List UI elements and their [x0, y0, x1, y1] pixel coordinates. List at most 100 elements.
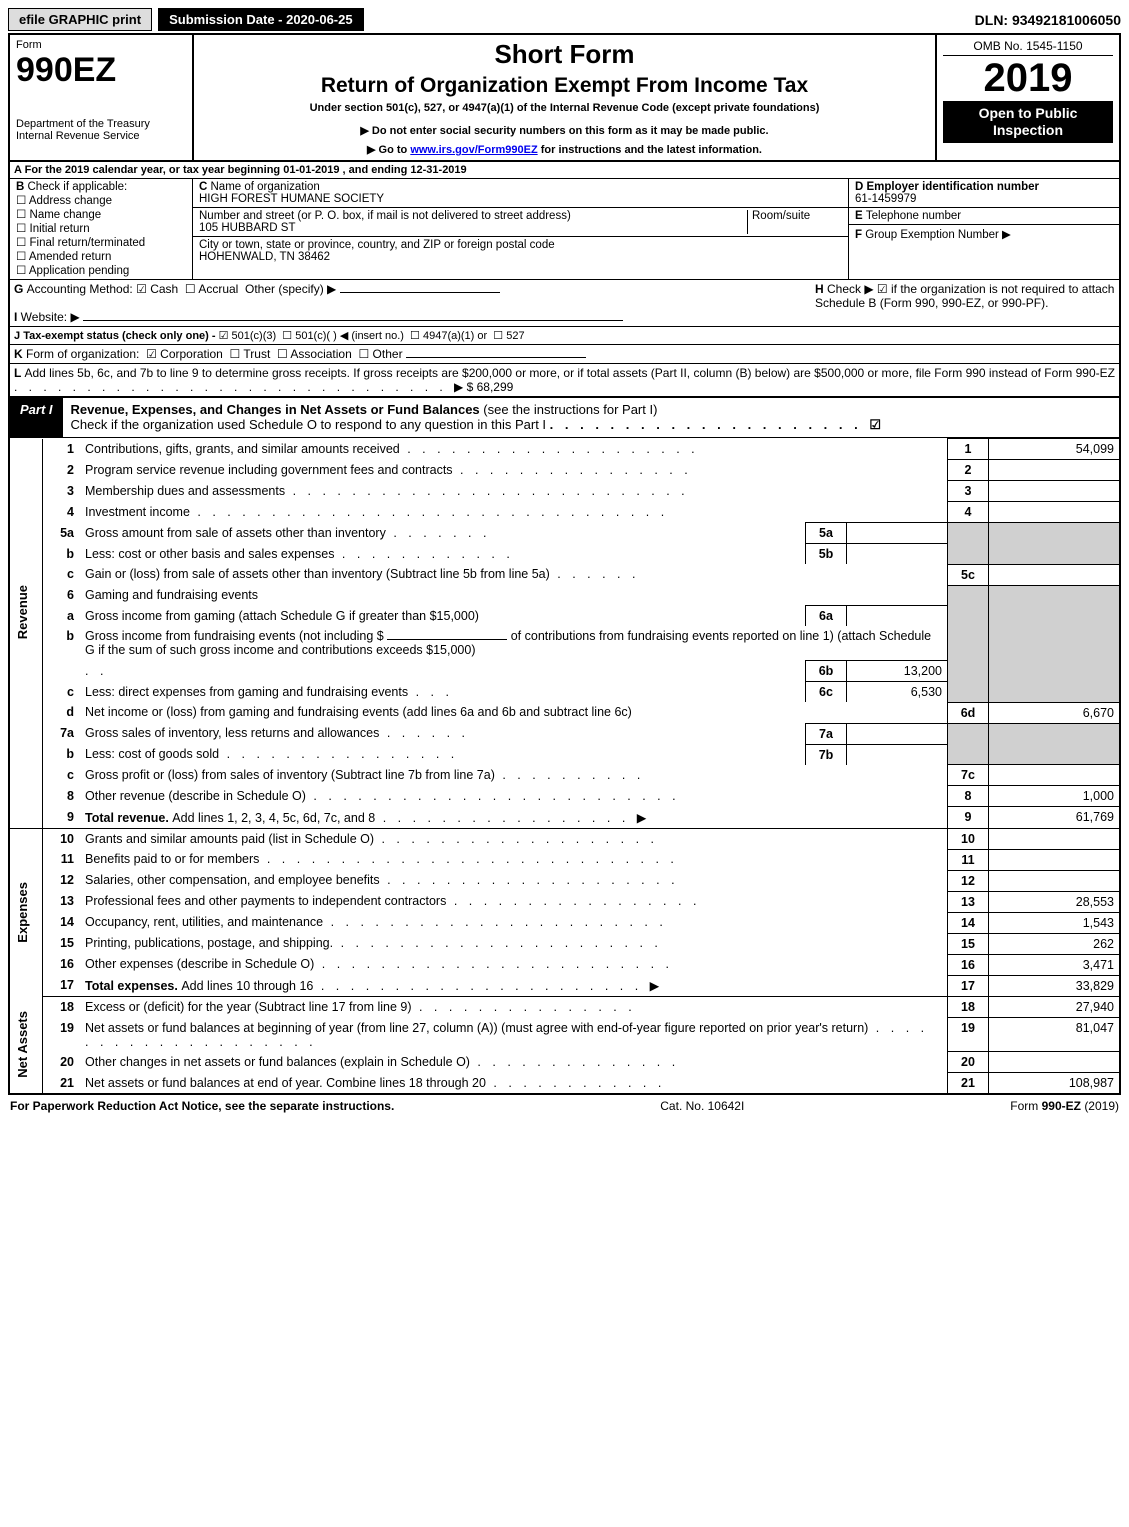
footer-left: For Paperwork Reduction Act Notice, see …	[10, 1099, 394, 1113]
d-2: Program service revenue including govern…	[85, 463, 453, 477]
v-7c	[989, 765, 1120, 786]
dots-part1: . . . . . . . . . . . . . . . . . . . . …	[550, 417, 870, 432]
arrow-icon: ▶	[367, 144, 379, 156]
subtitle-under: Under section 501(c), 527, or 4947(a)(1)…	[200, 102, 929, 114]
mv-7a	[847, 723, 948, 744]
form-number: 990EZ	[16, 51, 186, 90]
d-12: Salaries, other compensation, and employ…	[85, 873, 380, 887]
row-5a: 5aGross amount from sale of assets other…	[10, 523, 1119, 544]
v-1: 54,099	[989, 439, 1120, 460]
goto-pre: Go to	[379, 144, 411, 156]
v-11	[989, 849, 1120, 870]
row-7b: bLess: cost of goods sold . . . . . . . …	[10, 744, 1119, 765]
row-6b-val: . .6b13,200	[10, 661, 1119, 682]
l-text: Add lines 5b, 6c, and 7b to line 9 to de…	[24, 366, 1115, 380]
header-right: OMB No. 1545-1150 2019 Open to Public In…	[935, 35, 1119, 160]
check-trust[interactable]: Trust	[230, 347, 271, 361]
mv-6a	[847, 606, 948, 627]
row-6b: bGross income from fundraising events (n…	[10, 626, 1119, 661]
line-j: J Tax-exempt status (check only one) - 5…	[10, 327, 1119, 345]
c-name-label: Name of organization	[211, 181, 320, 193]
street-row: Number and street (or P. O. box, if mail…	[193, 208, 848, 237]
row-5b: bLess: cost or other basis and sales exp…	[10, 544, 1119, 565]
g-label: Accounting Method:	[27, 282, 133, 296]
phone-row: E Telephone number	[849, 208, 1119, 225]
mv-6b: 13,200	[847, 661, 948, 682]
check-501c[interactable]: 501(c)( ) ◀ (insert no.)	[282, 330, 404, 342]
v-5c	[989, 564, 1120, 585]
d-5a: Gross amount from sale of assets other t…	[85, 526, 386, 540]
org-name-row: C Name of organization HIGH FOREST HUMAN…	[193, 179, 848, 208]
part1-title-text: Revenue, Expenses, and Changes in Net As…	[71, 402, 480, 417]
street-cell: Number and street (or P. O. box, if mail…	[199, 210, 748, 234]
d-16: Other expenses (describe in Schedule O)	[85, 957, 314, 971]
v-2	[989, 460, 1120, 481]
d-14: Occupancy, rent, utilities, and maintena…	[85, 915, 323, 929]
goto-line: ▶ Go to www.irs.gov/Form990EZ for instru…	[200, 143, 929, 156]
city-value: HOHENWALD, TN 38462	[199, 251, 330, 263]
d-6c: Less: direct expenses from gaming and fu…	[85, 685, 408, 699]
line-a-mid: , and ending	[343, 164, 411, 176]
v-21: 108,987	[989, 1073, 1120, 1094]
check-4947a1[interactable]: 4947(a)(1) or	[410, 330, 487, 342]
check-corp[interactable]: Corporation	[146, 347, 223, 361]
d-3: Membership dues and assessments	[85, 484, 285, 498]
efile-print-button[interactable]: efile GRAPHIC print	[8, 8, 152, 31]
page-footer: For Paperwork Reduction Act Notice, see …	[8, 1095, 1121, 1117]
line-a-pre: For the 2019 calendar year, or tax year …	[25, 164, 284, 176]
check-cash[interactable]: Cash	[136, 282, 178, 296]
city-row: City or town, state or province, country…	[193, 237, 848, 265]
part1-checkbox[interactable]: ☑	[869, 417, 881, 432]
d-19: Net assets or fund balances at beginning…	[85, 1021, 868, 1035]
row-1: Revenue 1Contributions, gifts, grants, a…	[10, 439, 1119, 460]
check-assoc[interactable]: Association	[277, 347, 352, 361]
warning-text: Do not enter social security numbers on …	[200, 124, 929, 137]
e-label: Telephone number	[866, 210, 961, 222]
line-a: A For the 2019 calendar year, or tax yea…	[10, 162, 1119, 179]
row-16: 16Other expenses (describe in Schedule O…	[10, 954, 1119, 975]
h-text: Check ▶ ☑ if the organization is not req…	[815, 282, 1114, 310]
check-app-pending[interactable]: Application pending	[16, 263, 186, 277]
row-20: 20Other changes in net assets or fund ba…	[10, 1052, 1119, 1073]
irs-link[interactable]: www.irs.gov/Form990EZ	[410, 144, 537, 156]
check-name[interactable]: Name change	[16, 207, 186, 221]
goto-post: for instructions and the latest informat…	[541, 144, 762, 156]
label-expenses: Expenses	[15, 882, 37, 943]
check-address[interactable]: Address change	[16, 193, 186, 207]
check-501c3[interactable]: 501(c)(3)	[219, 330, 277, 342]
footer-right: Form 990-EZ (2019)	[1010, 1099, 1119, 1113]
d-11: Benefits paid to or for members	[85, 852, 259, 866]
d-6b-1: Gross income from fundraising events (no…	[85, 629, 384, 643]
check-other-org[interactable]: Other	[358, 347, 402, 361]
col-c: C Name of organization HIGH FOREST HUMAN…	[193, 179, 848, 279]
check-527[interactable]: 527	[493, 330, 524, 342]
i-label: Website: ▶	[21, 310, 80, 324]
check-accrual[interactable]: Accrual	[185, 282, 238, 296]
check-amended[interactable]: Amended return	[16, 249, 186, 263]
b-label: Check if applicable:	[28, 181, 128, 193]
submission-date-button[interactable]: Submission Date - 2020-06-25	[158, 8, 364, 31]
row-21: 21Net assets or fund balances at end of …	[10, 1073, 1119, 1094]
f-arrow-icon: ▶	[1002, 229, 1011, 241]
row-15: 15Printing, publications, postage, and s…	[10, 933, 1119, 954]
part1-header: Part I Revenue, Expenses, and Changes in…	[10, 396, 1119, 438]
footer-right-bold: 990-EZ	[1042, 1099, 1081, 1113]
footer-right-post: (2019)	[1084, 1099, 1119, 1113]
check-final[interactable]: Final return/terminated	[16, 235, 186, 249]
v-16: 3,471	[989, 954, 1120, 975]
label-revenue: Revenue	[15, 585, 37, 639]
d-5b: Less: cost or other basis and sales expe…	[85, 547, 334, 561]
line-g: G Accounting Method: Cash Accrual Other …	[10, 280, 811, 326]
check-initial[interactable]: Initial return	[16, 221, 186, 235]
city-label: City or town, state or province, country…	[199, 239, 555, 251]
row-17: 17Total expenses. Add lines 10 through 1…	[10, 975, 1119, 997]
top-bar: efile GRAPHIC print Submission Date - 20…	[8, 8, 1121, 31]
row-18: Net Assets18Excess or (deficit) for the …	[10, 997, 1119, 1018]
v-12	[989, 870, 1120, 891]
v-4	[989, 502, 1120, 523]
v-17: 33,829	[989, 975, 1120, 997]
row-gh: G Accounting Method: Cash Accrual Other …	[10, 280, 1119, 327]
row-4: 4Investment income . . . . . . . . . . .…	[10, 502, 1119, 523]
l-value: $ 68,299	[467, 380, 514, 394]
row-5c: cGain or (loss) from sale of assets othe…	[10, 564, 1119, 585]
